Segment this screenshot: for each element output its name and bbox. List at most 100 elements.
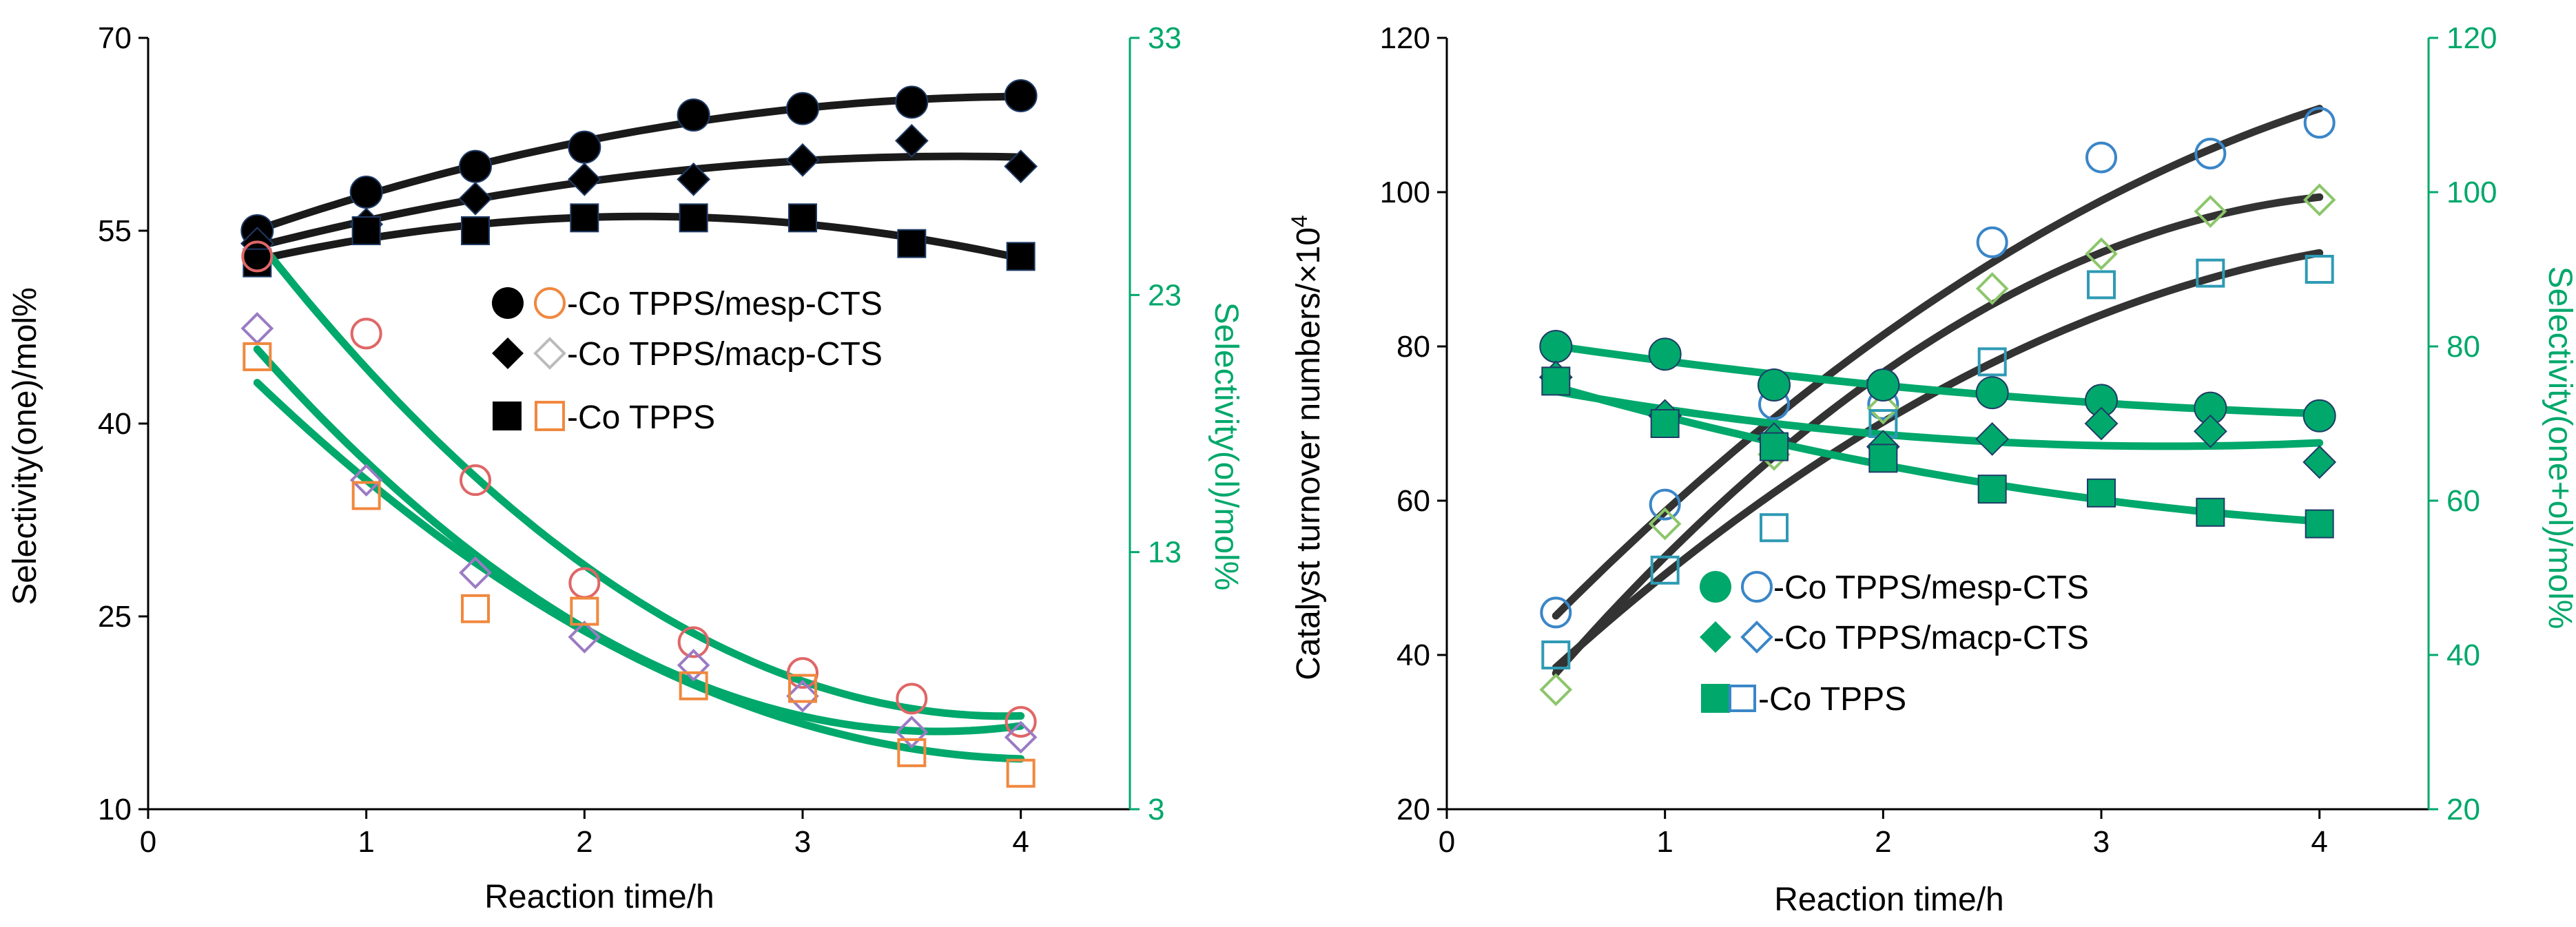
legend-label-cotpps: -Co TPPS	[567, 399, 715, 436]
legend-marker-open-circle	[534, 287, 566, 319]
data-point	[1975, 421, 2010, 456]
legend-label-cotpps: -Co TPPS	[1758, 681, 1906, 718]
y2-tick-label: 100	[2446, 176, 2497, 209]
data-point	[786, 92, 819, 125]
right-chart: 0 1 2 3 4 20 40 60 80 100 120 20 40 60 80 100 120 Reacti…	[1287, 21, 2576, 918]
y-tick-label: 60	[1397, 484, 1430, 518]
y2-tick-label: 60	[2446, 484, 2480, 518]
y-tick-label: 55	[98, 214, 132, 248]
y-tick-label: 10	[98, 793, 132, 826]
x-tick-label: 3	[794, 825, 811, 859]
data-point	[1006, 242, 1035, 271]
legend-marker-filled-circle	[1700, 571, 1731, 603]
data-point	[2302, 183, 2336, 217]
data-point	[1650, 555, 1680, 585]
data-point	[1866, 368, 1900, 402]
x-tick-label: 1	[1656, 825, 1673, 859]
data-point	[2194, 195, 2227, 228]
legend-marker-open-square	[1729, 685, 1756, 712]
data-point	[2193, 414, 2227, 448]
data-point	[351, 216, 381, 245]
data-point	[2302, 445, 2337, 479]
data-point	[785, 143, 820, 177]
legend-label-macp: -Co TPPS/macp-CTS	[567, 336, 883, 373]
y2-tick-label: 120	[2446, 21, 2497, 55]
y-tick-label: 40	[1397, 638, 1430, 672]
legend-marker-filled-square	[493, 402, 522, 430]
data-point	[1004, 79, 1038, 112]
data-point	[1539, 673, 1573, 707]
data-point	[2194, 138, 2227, 169]
data-point	[788, 674, 817, 703]
legend-label-macp: -Co TPPS/macp-CTS	[1773, 620, 2089, 656]
data-point	[1866, 391, 1900, 425]
data-point	[894, 123, 929, 158]
data-point	[1539, 330, 1573, 363]
data-point	[2196, 497, 2225, 527]
data-point	[243, 248, 272, 278]
data-point	[1975, 376, 2009, 410]
data-point	[349, 464, 383, 497]
y2-tick-label: 13	[1148, 536, 1182, 570]
data-point	[568, 130, 601, 164]
left-y2-axis-label: Selectivity(ol)/mol%	[1208, 302, 1244, 591]
x-tick-label: 1	[358, 825, 374, 859]
data-point	[350, 317, 382, 350]
trend-line	[1552, 342, 2324, 417]
trend-line	[253, 212, 1025, 264]
data-point	[240, 312, 274, 345]
trend-line	[253, 152, 1025, 251]
left-x-axis-label: Reaction time/h	[484, 879, 714, 915]
data-point	[2085, 141, 2117, 174]
x-tick-label: 0	[140, 825, 156, 859]
data-point	[895, 85, 929, 119]
data-point	[1758, 368, 1791, 402]
legend-marker-filled-diamond	[492, 337, 524, 369]
data-point	[2085, 237, 2118, 271]
data-point	[1760, 513, 1789, 543]
y-tick-label: 20	[1397, 793, 1430, 826]
trend-line	[253, 92, 1025, 234]
legend-marker-filled-circle	[492, 287, 524, 319]
data-point	[1541, 640, 1571, 669]
data-point	[677, 649, 710, 682]
y-tick-label: 25	[98, 600, 132, 634]
trend-line	[1552, 105, 2324, 620]
data-point	[1540, 596, 1572, 629]
y-tick-label: 40	[98, 407, 132, 441]
right-y2-axis-label: Selectivity(one+ol)/mol%	[2542, 267, 2576, 629]
y2-tick-label: 20	[2446, 793, 2480, 826]
x-tick-label: 0	[1439, 825, 1455, 859]
y-tick-label: 80	[1397, 330, 1430, 364]
data-point	[679, 671, 708, 700]
x-tick-label: 4	[1012, 825, 1029, 859]
legend-marker-open-circle	[1741, 571, 1773, 603]
y-tick-label: 100	[1380, 176, 1430, 209]
data-point	[1649, 488, 1681, 521]
legend-label-mesp: -Co TPPS/mesp-CTS	[1773, 570, 2089, 606]
y2-tick-label: 23	[1148, 278, 1182, 312]
y-tick-label: 70	[98, 21, 132, 55]
left-y-axis-label: Selectivity(one)/mol%	[7, 287, 43, 605]
x-tick-label: 2	[576, 825, 593, 859]
data-point	[897, 229, 927, 258]
left-legend: -Co TPPS/mesp-CTS -Co TPPS/macp-CTS -Co …	[492, 286, 883, 436]
data-point	[2084, 406, 2119, 441]
right-y-axis-label: Catalyst turnover numbers/×104	[1287, 215, 1327, 680]
data-point	[243, 342, 272, 371]
right-y-axis-label-superscript: 4	[1287, 215, 1312, 227]
data-point	[786, 679, 819, 713]
data-point	[677, 162, 711, 196]
data-point	[241, 240, 274, 273]
data-point	[2087, 270, 2116, 300]
data-point	[1004, 706, 1037, 738]
x-tick-label: 4	[2311, 825, 2327, 859]
trend-line	[253, 379, 1025, 763]
legend-label-mesp: -Co TPPS/mesp-CTS	[567, 286, 883, 322]
data-point	[788, 203, 817, 233]
trend-line	[1552, 387, 2324, 450]
data-point	[568, 567, 601, 599]
data-point	[458, 181, 493, 216]
data-point	[1006, 758, 1035, 788]
